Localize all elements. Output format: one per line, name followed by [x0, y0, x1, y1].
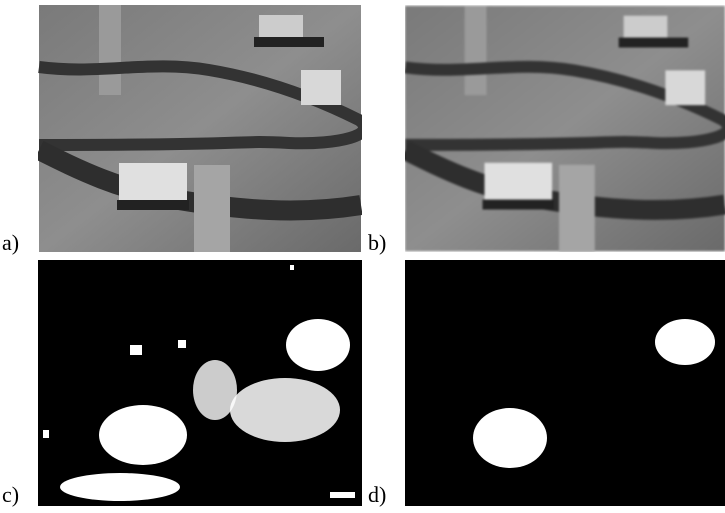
panel-c-mask [38, 260, 362, 506]
panel-label: b) [368, 230, 386, 255]
panel-label: c) [2, 482, 19, 507]
panel-label: a) [2, 230, 19, 255]
figure: a) b) c) d) [0, 0, 725, 508]
panel-label: d) [368, 482, 386, 507]
panel-b-image [405, 6, 725, 252]
panel-a-image [39, 5, 364, 253]
panel-d-mask [405, 260, 725, 506]
